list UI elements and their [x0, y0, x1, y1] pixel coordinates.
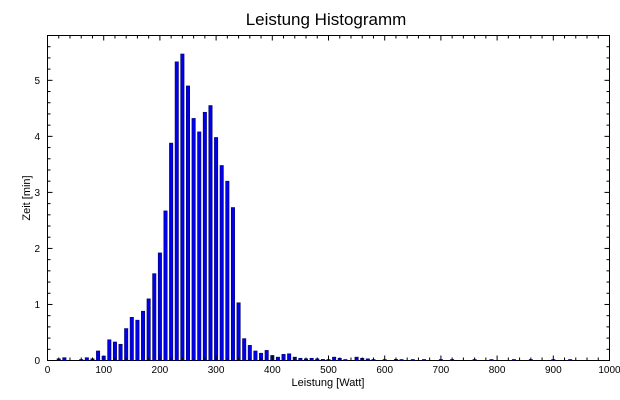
x-tick-label: 400 — [264, 365, 281, 376]
histogram-bar — [354, 356, 359, 361]
histogram-bar — [236, 302, 241, 361]
histogram-bar — [202, 111, 207, 361]
histogram-bar — [298, 357, 303, 361]
y-tick-label: 4 — [34, 132, 40, 143]
histogram-bar — [568, 359, 573, 361]
histogram-bar — [309, 357, 314, 361]
x-tick-label: 600 — [376, 365, 393, 376]
histogram-bar — [287, 353, 292, 361]
histogram-bar — [180, 53, 185, 361]
x-tick-label: 0 — [45, 365, 51, 376]
histogram-bar — [169, 142, 174, 361]
x-tick-label: 100 — [95, 365, 112, 376]
x-tick-label: 700 — [433, 365, 450, 376]
histogram-bar — [264, 350, 269, 361]
histogram-bar — [118, 343, 123, 361]
histogram-bar — [219, 165, 224, 361]
histogram-bar — [163, 210, 168, 361]
x-tick-label: 1000 — [598, 365, 620, 376]
x-tick-label: 200 — [152, 365, 169, 376]
x-tick-label: 500 — [320, 365, 337, 376]
histogram-bar — [141, 310, 146, 361]
histogram-bar — [96, 350, 101, 361]
y-tick-label: 0 — [34, 356, 40, 367]
histogram-bar — [124, 328, 129, 361]
y-tick-label: 1 — [34, 300, 40, 311]
histogram-bar — [152, 273, 157, 361]
histogram-bar — [489, 359, 494, 361]
histogram-bar — [107, 339, 112, 361]
x-tick-label: 300 — [208, 365, 225, 376]
histogram-bar — [174, 61, 179, 361]
y-tick-label: 5 — [34, 76, 40, 87]
y-tick-label: 3 — [34, 188, 40, 199]
histogram-bar — [214, 137, 219, 361]
histogram-bar — [275, 356, 280, 361]
histogram-bar — [191, 118, 196, 361]
histogram-bar — [146, 298, 151, 361]
plot-frame — [47, 35, 610, 361]
histogram-bar — [343, 359, 348, 361]
y-tick-label: 2 — [34, 244, 40, 255]
histogram-bar — [129, 317, 134, 361]
histogram-bar — [511, 359, 516, 361]
histogram-bar — [422, 359, 427, 361]
histogram-bar — [62, 357, 67, 361]
histogram-bar — [320, 359, 325, 361]
chart-title: Leistung Histogramm — [246, 10, 407, 29]
histogram-bar — [253, 350, 258, 361]
histogram-bar — [208, 105, 213, 361]
histogram-bar — [197, 131, 202, 361]
x-axis-label: Leistung [Watt] — [292, 377, 365, 389]
histogram-bar — [365, 358, 370, 361]
histogram-bar — [186, 85, 190, 361]
histogram-bar — [242, 338, 247, 361]
histogram-bar — [225, 180, 230, 361]
histogram-bar — [332, 356, 337, 361]
histogram-bar — [157, 252, 162, 361]
histogram-bar — [135, 319, 140, 361]
histogram-bar — [230, 207, 235, 361]
histogram-bar — [410, 359, 415, 361]
x-tick-label: 800 — [489, 365, 506, 376]
y-axis-ticks: 0 1 2 3 4 5 — [34, 35, 610, 367]
x-axis-ticks: 0 100 200 300 400 500 600 700 800 900 1000 — [45, 35, 620, 376]
bars-group — [56, 53, 573, 361]
histogram-bar — [84, 357, 89, 361]
x-tick-label: 900 — [545, 365, 562, 376]
histogram-bar — [399, 359, 404, 361]
y-axis-label: Zeit [min] — [21, 175, 33, 220]
